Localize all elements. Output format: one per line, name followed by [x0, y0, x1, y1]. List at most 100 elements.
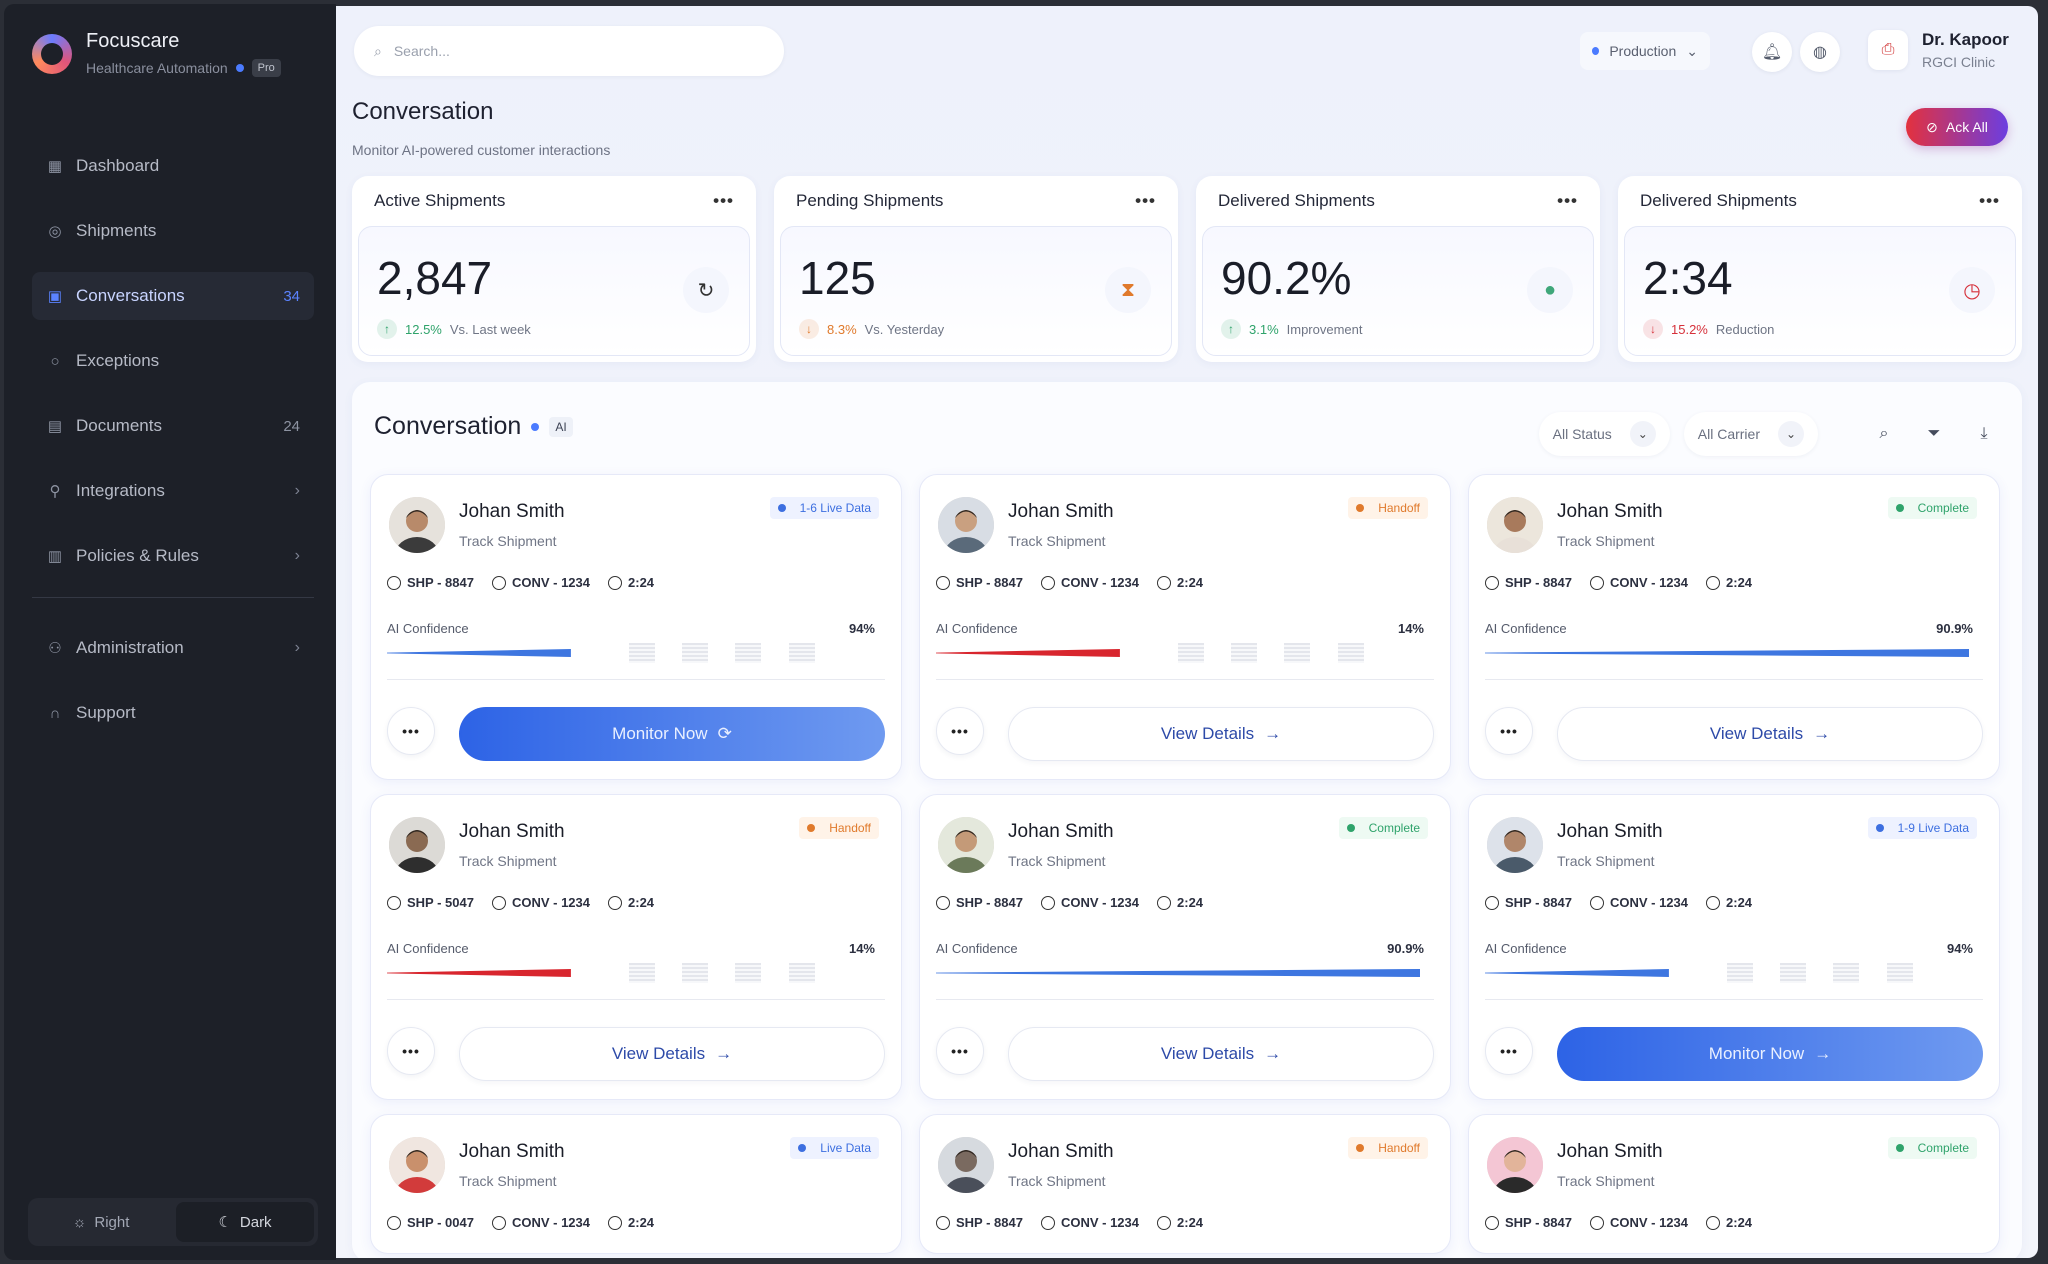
conversation-card[interactable]: Johan Smith Track Shipment Live Data SHP - …	[370, 1114, 902, 1254]
sidebar-item-dashboard[interactable]: ▦ Dashboard	[32, 142, 314, 190]
bell-icon: 🔔︎	[1761, 44, 1783, 61]
conversation-card[interactable]: Johan Smith Track Shipment Complete SHP - 8…	[919, 794, 1451, 1100]
meta-time: 2:24	[1706, 575, 1752, 590]
meta-ship-value: SHP - 8847	[1505, 1215, 1572, 1230]
plan-badge: Pro	[251, 59, 281, 77]
more-options-button[interactable]: •••	[1135, 191, 1156, 210]
conversation-task: Track Shipment	[459, 853, 557, 869]
sidebar-item-integrations[interactable]: ⚲ Integrations ›	[32, 467, 314, 515]
panel-search-button[interactable]: ⌕	[1866, 416, 1902, 452]
avatar	[389, 497, 445, 553]
status-dot	[798, 1144, 807, 1152]
conversation-task: Track Shipment	[1557, 853, 1655, 869]
conversation-task: Track Shipment	[1008, 853, 1106, 869]
conversation-card[interactable]: Johan Smith Track Shipment 1-9 Live Data SH…	[1468, 794, 2000, 1100]
stat-value: 2:34	[1643, 252, 1733, 304]
conversation-card[interactable]: Johan Smith Track Shipment Handoff SHP - 88…	[919, 1114, 1451, 1254]
stat-value: 2,847	[377, 252, 493, 304]
more-options-button[interactable]: •••	[1557, 191, 1578, 210]
conversation-id-icon	[1589, 575, 1604, 590]
more-options-button[interactable]: •••	[1979, 191, 2000, 210]
panel-filters: All Status ⌄ All Carrier ⌄ ⌕ ⏷ ⤓	[1538, 412, 2002, 456]
sidebar-item-administration[interactable]: ⚇ Administration ›	[32, 624, 314, 672]
view-details-button[interactable]: View Details →	[1008, 1027, 1434, 1081]
ai-confidence-bar	[1485, 643, 1969, 661]
meta-time: 2:24	[608, 1215, 654, 1230]
stat-trend-label: Vs. Last week	[449, 321, 531, 337]
meta-ship: SHP - 8847	[936, 895, 1023, 910]
more-actions-button[interactable]: •••	[1485, 707, 1533, 755]
topbar: ⌕ Search... Production ⌄ 🔔︎ ◍ ⎙ Dr. Kapo…	[354, 26, 2016, 78]
meta-conv-value: CONV - 1234	[511, 895, 591, 910]
status-badge: Complete	[1887, 497, 1977, 519]
ack-all-button[interactable]: ⊘ Ack All	[1906, 108, 2008, 146]
meta-ship-value: SHP - 0047	[407, 1215, 474, 1230]
more-actions-button[interactable]: •••	[936, 1027, 984, 1075]
avatar	[938, 817, 994, 873]
globe-button[interactable]: ◍	[1800, 32, 1840, 72]
meta-conv: CONV - 1234	[1589, 575, 1688, 590]
stat-trend-label: Reduction	[1715, 321, 1775, 337]
sidebar-item-label: Policies & Rules	[76, 546, 199, 565]
download-button[interactable]: ⤓	[1966, 416, 2002, 452]
theme-light-button[interactable]: ☼ Right	[32, 1202, 170, 1242]
sidebar-item-policies-rules[interactable]: ▥ Policies & Rules ›	[32, 532, 314, 580]
notifications-button[interactable]: 🔔︎	[1752, 32, 1792, 72]
user-menu[interactable]: ⎙ Dr. Kapoor RGCI Clinic	[1868, 30, 2009, 70]
carrier-filter[interactable]: All Carrier ⌄	[1683, 412, 1818, 456]
conversation-card[interactable]: Johan Smith Track Shipment Handoff SHP - 50…	[370, 794, 902, 1100]
more-actions-button[interactable]: •••	[387, 707, 435, 755]
sidebar-item-conversations[interactable]: ▣ Conversations 34	[32, 272, 314, 320]
stat-card: Delivered Shipments ••• 2:34 ↓ 15.2% Reductio…	[1618, 176, 2022, 362]
meta-time-value: 2:24	[628, 895, 655, 910]
meta-conv: CONV - 1234	[1589, 895, 1688, 910]
conversation-card[interactable]: Johan Smith Track Shipment Complete SHP - 8…	[1468, 1114, 2000, 1254]
more-actions-button[interactable]: •••	[387, 1027, 435, 1075]
more-actions-button[interactable]: •••	[936, 707, 984, 755]
conversation-panel: Conversation AI All Status ⌄ All Carrier ⌄…	[352, 382, 2022, 1258]
search-input[interactable]: ⌕ Search...	[354, 26, 784, 76]
theme-dark-button[interactable]: ☾ Dark	[176, 1202, 314, 1242]
meta-time: 2:24	[1157, 575, 1203, 590]
stat-header: Pending Shipments •••	[774, 176, 1178, 226]
conversation-card[interactable]: Johan Smith Track Shipment 1-6 Live Data SH…	[370, 474, 902, 780]
view-details-button[interactable]: View Details →	[1557, 707, 1983, 761]
more-actions-button[interactable]: •••	[1485, 1027, 1533, 1075]
sidebar-item-support[interactable]: ∩ Support	[32, 689, 314, 737]
sidebar-item-documents[interactable]: ▤ Documents 24	[32, 402, 314, 450]
conversation-card[interactable]: Johan Smith Track Shipment Handoff SHP - 88…	[919, 474, 1451, 780]
confidence-segment	[682, 963, 709, 983]
sidebar-item-shipments[interactable]: ◎ Shipments	[32, 207, 314, 255]
status-label: Complete	[1368, 821, 1420, 835]
conversation-card[interactable]: Johan Smith Track Shipment Complete SHP - 8…	[1468, 474, 2000, 780]
confidence-segment	[682, 643, 709, 663]
view-details-button[interactable]: View Details →	[1008, 707, 1434, 761]
ai-confidence-label: AI Confidence	[1485, 621, 1567, 636]
status-label: Handoff	[1378, 1141, 1420, 1155]
environment-select[interactable]: Production ⌄	[1580, 32, 1710, 70]
view-details-button[interactable]: View Details →	[459, 1027, 885, 1081]
package-icon	[387, 895, 401, 910]
filter-button[interactable]: ⏷	[1916, 416, 1952, 452]
sidebar-item-label: Shipments	[76, 221, 157, 240]
stat-title: Active Shipments	[374, 191, 506, 210]
stat-card: Active Shipments ••• 2,847 ↑ 12.5% Vs. Last w…	[352, 176, 756, 362]
sidebar-item-exceptions[interactable]: ○ Exceptions	[32, 337, 314, 385]
stat-trend: ↑ 12.5% Vs. Last week	[377, 319, 531, 339]
clock-icon	[1706, 575, 1721, 590]
monitor-now-button[interactable]: Monitor Now →	[1557, 1027, 1983, 1081]
more-options-button[interactable]: •••	[713, 191, 734, 210]
contact-name: Johan Smith	[1557, 821, 1663, 842]
theme-dark-label: Dark	[239, 1213, 272, 1231]
meta-conv-value: CONV - 1234	[511, 1215, 591, 1230]
meta-time: 2:24	[1706, 895, 1752, 910]
conversation-id-icon	[1589, 895, 1604, 910]
monitor-now-button[interactable]: Monitor Now ⟳	[459, 707, 885, 761]
hourglass-icon: ⧗	[1105, 267, 1151, 313]
status-badge: Complete	[1887, 1137, 1977, 1159]
status-filter[interactable]: All Status ⌄	[1538, 412, 1670, 456]
chat-icon: ▣	[47, 288, 63, 305]
conversation-task: Track Shipment	[459, 533, 557, 549]
arrow-right-icon: →	[1264, 1044, 1282, 1063]
ai-confidence-bar	[936, 963, 1420, 981]
